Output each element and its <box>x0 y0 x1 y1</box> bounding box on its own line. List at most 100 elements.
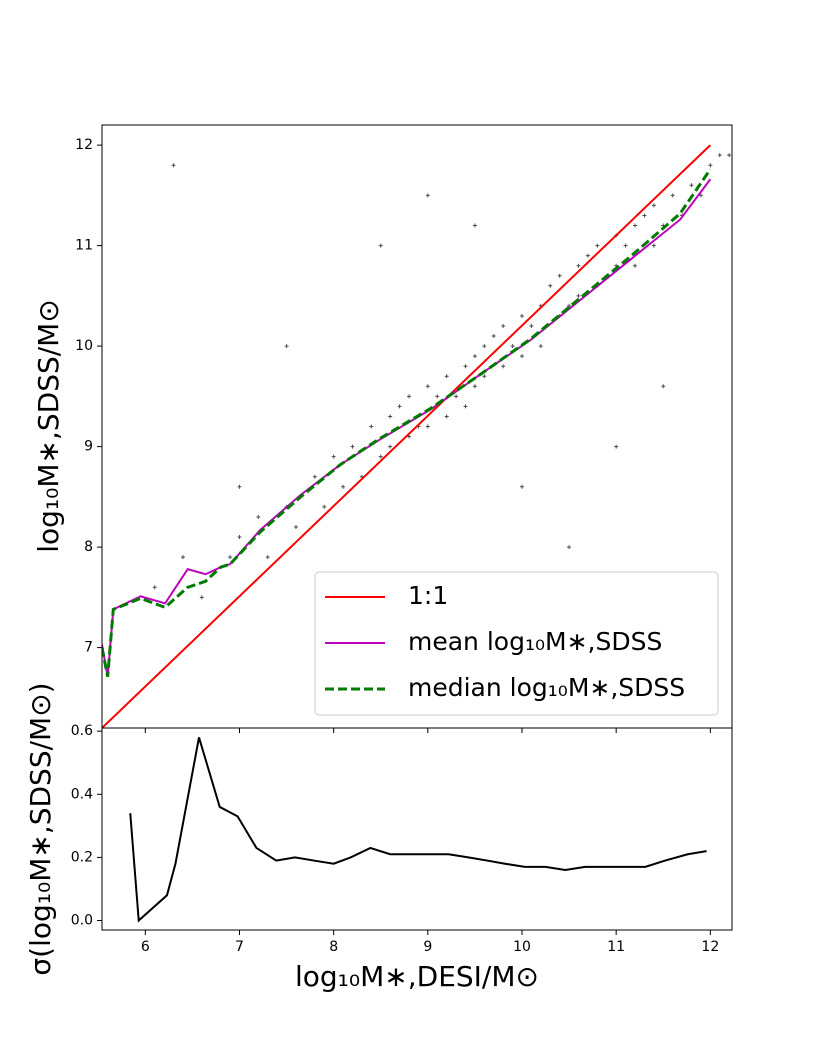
scatter-point <box>463 404 468 409</box>
legend-label: mean log₁₀M∗,SDSS <box>408 627 662 656</box>
scatter-point <box>199 595 204 600</box>
scatter-point <box>256 514 261 519</box>
series-line <box>102 168 712 678</box>
series-line <box>129 737 707 923</box>
scatter-point <box>717 153 722 158</box>
scatter-point <box>265 555 270 560</box>
scatter-point <box>293 525 298 529</box>
scatter-point <box>576 263 581 268</box>
top-plot-area <box>102 144 732 728</box>
scatter-point <box>614 444 619 449</box>
scatter-point <box>727 153 732 158</box>
scatter-point <box>444 414 449 419</box>
y-tick-label: 0.2 <box>71 849 93 865</box>
scatter-point <box>472 223 477 228</box>
scatter-point <box>642 213 647 218</box>
scatter-point <box>651 243 656 248</box>
scatter-point <box>152 585 157 590</box>
x-tick-label: 11 <box>607 939 625 955</box>
y-tick-label: 7 <box>84 640 93 656</box>
scatter-point <box>576 293 581 298</box>
scatter-point <box>331 454 336 459</box>
scatter-point <box>548 283 553 288</box>
scatter-point <box>171 163 176 168</box>
y-tick-label: 0.4 <box>71 786 93 802</box>
x-axis-label: log₁₀M∗,DESI/M⊙ <box>295 960 539 993</box>
legend-box <box>314 571 719 716</box>
scatter-point <box>388 444 393 449</box>
scatter-point <box>538 344 543 349</box>
scatter-point <box>623 243 628 248</box>
x-tick-label: 6 <box>141 939 150 955</box>
x-tick-label: 12 <box>701 939 719 955</box>
scatter-point <box>689 183 694 188</box>
scatter-point <box>557 273 562 278</box>
scatter-point <box>312 474 317 479</box>
bottom-frame <box>101 727 733 931</box>
scatter-point <box>425 193 430 198</box>
scatter-point <box>406 394 411 399</box>
legend: 1:1 mean log₁₀M∗,SDSS median log₁₀M∗,SDSS <box>314 571 719 716</box>
scatter-point <box>510 344 515 349</box>
legend-label: 1:1 <box>408 581 448 610</box>
scatter-point <box>520 354 524 359</box>
scatter-point <box>482 374 487 379</box>
bottom-plot-area <box>129 737 707 923</box>
scatter-point <box>651 203 656 208</box>
scatter-point <box>472 354 477 359</box>
y-tick-label: 8 <box>84 539 93 555</box>
scatter-point <box>520 313 524 318</box>
x-tick-label: 7 <box>235 939 244 955</box>
scatter-point <box>698 193 703 198</box>
scatter-point <box>369 424 374 429</box>
scatter-point <box>228 555 233 560</box>
y-axis-label: log₁₀M∗,SDSS/M⊙ <box>32 299 65 553</box>
scatter-point <box>633 223 638 228</box>
scatter-point <box>501 364 506 369</box>
scatter-point <box>322 504 327 509</box>
scatter-point <box>585 253 590 258</box>
scatter-point <box>661 384 666 389</box>
scatter-point <box>237 535 242 540</box>
scatter-point <box>567 303 572 308</box>
scatter-point <box>491 334 496 339</box>
scatter-point <box>341 484 346 489</box>
scatter-point <box>180 555 185 560</box>
y-axis-label: σ(log₁₀M∗,SDSS/M⊙) <box>24 682 57 975</box>
scatter-point <box>482 344 487 349</box>
scatter-point <box>444 374 449 379</box>
x-tick-label: 8 <box>329 939 338 955</box>
scatter-point <box>529 324 534 328</box>
y-tick-label: 11 <box>75 238 93 254</box>
scatter-point <box>425 384 430 389</box>
y-tick-label: 0.6 <box>71 723 93 739</box>
scatter-point <box>388 414 393 419</box>
scatter-point <box>472 384 477 389</box>
axes: 7 8 9 10 11 12 0.0 0.2 0.4 0.6 6 7 8 9 10 11 12 <box>71 137 720 955</box>
series-line <box>102 178 712 677</box>
y-tick-label: 9 <box>84 439 93 455</box>
y-tick-label: 12 <box>75 137 93 153</box>
series-line <box>102 144 712 728</box>
scatter-point <box>378 243 383 248</box>
scatter-point <box>463 364 468 369</box>
x-tick-label: 9 <box>423 939 432 955</box>
scatter-point <box>708 163 713 168</box>
scatter-point <box>435 394 440 399</box>
scatter-point <box>595 243 600 248</box>
scatter-point <box>454 394 459 399</box>
scatter-point <box>425 424 430 429</box>
scatter-point <box>378 454 383 459</box>
scatter-point <box>501 324 506 328</box>
scatter-point <box>350 444 355 449</box>
scatter-point <box>670 193 675 198</box>
scatter-point <box>284 344 289 349</box>
y-tick-label: 10 <box>75 338 93 354</box>
scatter-point <box>397 404 402 409</box>
scatter-point <box>567 545 572 550</box>
y-tick-label: 0.0 <box>71 913 93 929</box>
scatter-point <box>237 484 242 489</box>
x-tick-label: 10 <box>513 939 531 955</box>
scatter-point <box>520 484 524 489</box>
